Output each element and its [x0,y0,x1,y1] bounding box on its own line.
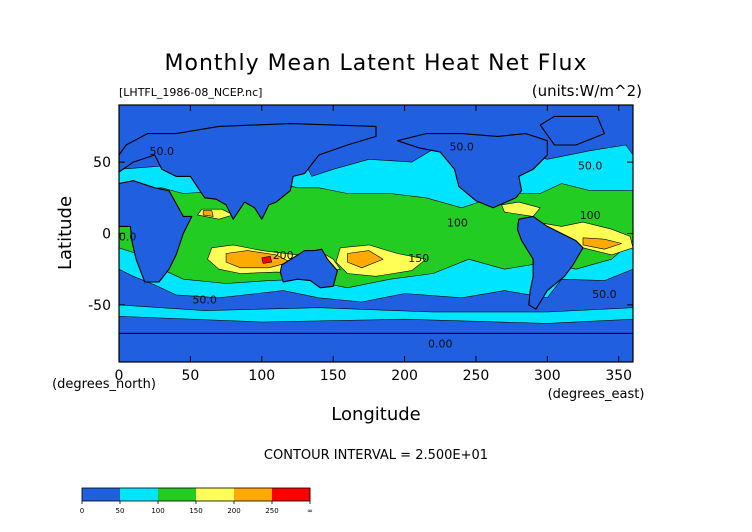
y-tick-label-50: 50 [93,155,111,171]
land-mass-eurasia [119,123,377,220]
contour-label-9: 50.0 [592,288,617,301]
colorbar-bin-3 [139,488,159,501]
colorbar-tick-label-4: 200 [227,507,240,515]
x-tick-label-0: 0 [115,368,124,384]
land-mass-greenland [539,115,605,146]
file-label: [LHTFL_1986-08_NCEP.nc] [119,86,262,99]
colorbar-bin-0 [82,488,102,501]
contour-interval-label: CONTOUR INTERVAL = 2.500E+01 [264,448,488,463]
colorbar-bin-6 [196,488,216,501]
x-tick-label-150: 150 [320,368,347,384]
land-mass-africa [119,180,193,283]
colorbar-bin-8 [234,488,254,501]
x-axis-label: Longitude [331,404,421,425]
y-tick-label--50: -50 [88,298,111,314]
colorbar-bin-2 [120,488,140,501]
x-tick-label-250: 250 [463,368,490,384]
units-label: (units:W/m^2) [532,82,642,100]
colorbar-tick-label-1: 50 [116,507,125,515]
x-axis: 0 50 100 150 200 250 300 350 [115,105,632,384]
colorbar-bin-5 [177,488,197,501]
y-tick-label-0: 0 [102,227,111,243]
chart-title: Monthly Mean Latent Heat Net Flux [165,51,588,76]
colorbar-bin-9 [253,488,273,501]
contour-label-3: 100 [447,216,468,229]
flux-region-level-1-2 [119,304,633,324]
land-mass-antarctica [119,332,633,362]
land-mass-australia [279,248,338,289]
colorbar-tick-label-6: ∞ [307,507,313,515]
colorbar-tick-label-0: 0 [80,507,84,515]
land-mass-north-america [396,133,548,209]
flux-region-level-4-10 [347,250,384,269]
contour-label-2: 50.0 [578,159,603,172]
contour-label-5: 200 [273,249,294,262]
contour-label-8: 0.00 [428,338,453,351]
x-tick-label-100: 100 [248,368,275,384]
contour-label-layer: 50.0 50.0 50.0 100 150 200 0.0 50.0 0.00 50.0 100 [119,141,617,351]
land-mass-south-america [516,215,584,310]
flux-region-level-4-12 [202,210,214,217]
colorbar-bin-7 [215,488,235,501]
colorbar-bin-1 [101,488,121,501]
contour-label-7: 50.0 [192,294,217,307]
flux-region-level-5-13 [261,255,273,264]
colorbar-tick-label-2: 100 [151,507,164,515]
colorbar-bin-10 [272,488,292,501]
colorbar-bin-11 [291,488,311,501]
colorbar-tick-label-5: 250 [265,507,278,515]
colorbar: 0 50 100 150 200 250 ∞ [80,487,313,515]
flux-region-level-4-9 [225,250,291,269]
x-tick-label-300: 300 [534,368,561,384]
x-unit-label: (degrees_east) [548,387,645,402]
contour-label-4: 150 [408,252,429,265]
x-tick-label-350: 350 [605,368,632,384]
x-tick-label-200: 200 [391,368,418,384]
y-unit-label: (degrees_north) [52,377,156,392]
flux-region-level-3-8 [501,201,541,217]
y-axis-label: Latitude [55,196,76,270]
contour-label-6: 0.0 [119,231,137,244]
plot-area [119,105,633,362]
colorbar-tick-label-3: 150 [189,507,202,515]
contour-label-0: 50.0 [150,145,175,158]
colorbar-bin-4 [158,488,178,501]
contour-label-1: 50.0 [449,141,474,154]
contour-label-10: 100 [580,209,601,222]
flux-region-level-4-11 [582,237,622,250]
y-axis: -50 0 50 [88,155,633,314]
x-tick-label-50: 50 [181,368,199,384]
